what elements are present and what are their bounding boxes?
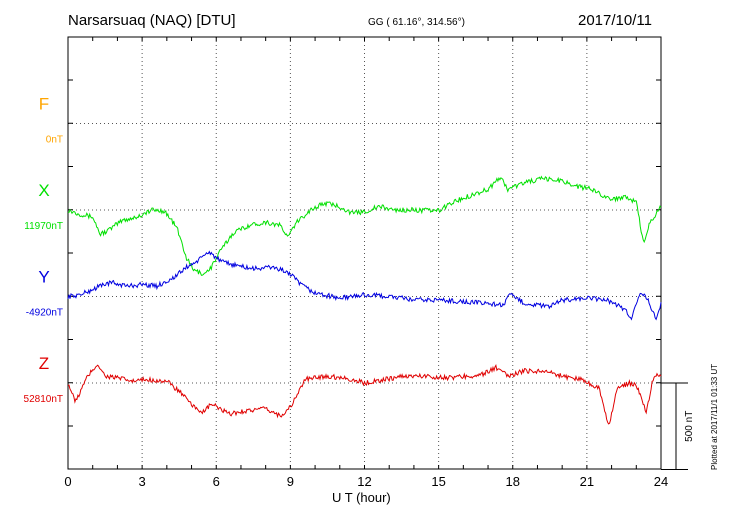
component-baseline-f: 0nT (46, 135, 63, 146)
x-axis-label: U T (hour) (332, 490, 391, 505)
station-title: Narsarsuaq (NAQ) [DTU] (68, 12, 236, 29)
x-tick-label: 15 (431, 474, 445, 489)
component-letter-y: Y (38, 268, 49, 287)
x-tick-label: 24 (654, 474, 668, 489)
component-letter-f: F (39, 95, 49, 114)
component-baseline-y: -4920nT (26, 308, 63, 319)
grid-layer (68, 37, 661, 469)
series-line-x (68, 175, 662, 276)
axis-layer (67, 36, 688, 470)
x-tick-label: 0 (64, 474, 71, 489)
plotted-timestamp: Plotted at 2017/11/1 01:33 UT (710, 363, 719, 470)
scale-bar-label: 500 nT (684, 411, 695, 442)
geographic-coordinates: GG ( 61.16°, 314.56°) (368, 17, 465, 28)
x-tick-label: 6 (213, 474, 220, 489)
component-letter-z: Z (39, 354, 49, 373)
component-baseline-z: 52810nT (24, 394, 63, 405)
x-tick-label: 3 (139, 474, 146, 489)
series-line-z (67, 363, 662, 425)
series-line-y (67, 250, 662, 321)
x-tick-label: 9 (287, 474, 294, 489)
x-tick-label: 18 (506, 474, 520, 489)
component-letter-x: X (38, 181, 49, 200)
label-layer: 0 3 6 9 12 15 18 21 24 F 0nT X 11970nT Y -4920nT Z 52810… (24, 95, 695, 490)
series-layer (67, 175, 662, 425)
x-tick-label: 12 (357, 474, 371, 489)
date-label: 2017/10/11 (578, 12, 652, 29)
component-baseline-x: 11970nT (24, 221, 63, 232)
x-tick-label: 21 (580, 474, 594, 489)
